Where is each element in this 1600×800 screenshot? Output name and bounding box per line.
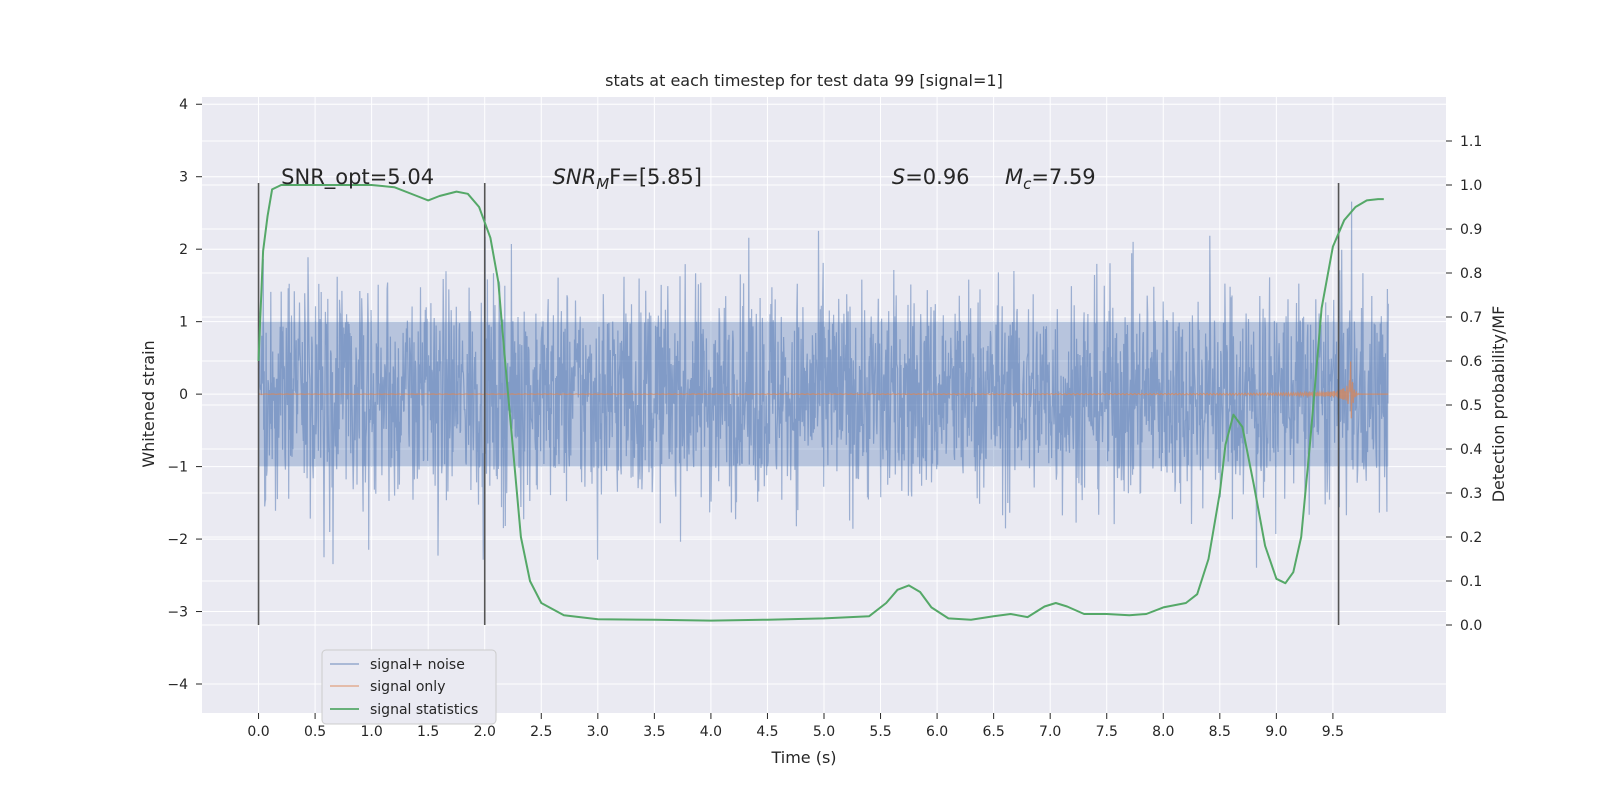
x-tick-label: 6.5 — [983, 724, 1005, 740]
x-tick-label: 5.5 — [869, 724, 891, 740]
x-tick-label: 0.0 — [247, 724, 269, 740]
annotation: Mc=7.59 — [1005, 165, 1096, 193]
statistics-line — [257, 184, 1384, 622]
y-tick-label: −1 — [167, 460, 188, 476]
y-tick-label: −2 — [167, 532, 188, 548]
y2-tick-label: 0.0 — [1460, 618, 1482, 634]
y2-tick-label: 0.9 — [1460, 222, 1482, 238]
signal-trace — [258, 361, 1389, 419]
legend-frame — [321, 649, 497, 725]
x-tick-label: 7.0 — [1039, 724, 1061, 740]
y-axis-ticks: −4 −3 −2 −1 0 1 2 3 4 — [167, 97, 202, 693]
annotations: SNR_opt=5.04 SNRMF=[5.85] S=0.96 Mc=7.59 — [281, 165, 1096, 193]
legend: signal+ noise signal only signal statist… — [321, 649, 497, 725]
y2-tick-label: 1.0 — [1460, 178, 1482, 194]
annotation: SNRMF=[5.85] — [553, 165, 702, 193]
y-tick-label: 3 — [179, 170, 188, 186]
y2-tick-label: 0.5 — [1460, 398, 1482, 414]
y2-tick-label: 0.8 — [1460, 266, 1482, 282]
y2-tick-label: 0.3 — [1460, 486, 1482, 502]
x-tick-label: 6.0 — [926, 724, 948, 740]
y-tick-label: 2 — [179, 242, 188, 258]
x-axis-label: Time (s) — [770, 748, 836, 767]
annotation: SNR_opt=5.04 — [281, 165, 434, 190]
x-tick-label: 2.0 — [474, 724, 496, 740]
y2-axis-label: Detection probability/MF — [1489, 306, 1508, 503]
y2-tick-label: 0.1 — [1460, 574, 1482, 590]
y2-tick-label: 0.7 — [1460, 310, 1482, 326]
annotation: S=0.96 — [892, 165, 970, 189]
x-tick-label: 1.5 — [417, 724, 439, 740]
y-tick-label: 4 — [179, 97, 188, 113]
chart-title: stats at each timestep for test data 99 … — [605, 71, 1003, 90]
series-signal-statistics — [257, 184, 1384, 622]
y-axis-label: Whitened strain — [139, 340, 158, 467]
x-axis-ticks: 0.0 0.5 1.0 1.5 2.0 2.5 3.0 3.5 4.0 4.5 5.0 5.5 6.0 6… — [247, 713, 1344, 740]
x-tick-label: 3.5 — [643, 724, 665, 740]
x-tick-label: 4.0 — [700, 724, 722, 740]
x-tick-label: 8.5 — [1209, 724, 1231, 740]
x-tick-label: 2.5 — [530, 724, 552, 740]
y2-tick-label: 1.1 — [1460, 134, 1482, 150]
y-tick-label: −3 — [167, 605, 188, 621]
legend-label-statistics: signal statistics — [370, 702, 478, 718]
y2-tick-label: 0.4 — [1460, 442, 1482, 458]
x-tick-label: 4.5 — [756, 724, 778, 740]
y2-tick-label: 0.2 — [1460, 530, 1482, 546]
noise-trace — [257, 201, 1389, 568]
y2-tick-label: 0.6 — [1460, 354, 1482, 370]
series-signal-only — [258, 361, 1389, 419]
x-tick-label: 9.5 — [1322, 724, 1344, 740]
x-tick-label: 1.0 — [361, 724, 383, 740]
y2-axis-ticks: 0.0 0.1 0.2 0.3 0.4 0.5 0.6 0.7 0.8 0.9 1.0 1.1 — [1446, 134, 1482, 634]
legend-label-signal: signal only — [370, 679, 445, 695]
y-tick-label: 1 — [179, 315, 188, 331]
legend-label-noise: signal+ noise — [370, 657, 465, 673]
x-tick-label: 0.5 — [304, 724, 326, 740]
marker-lines — [257, 183, 1340, 625]
x-tick-label: 7.5 — [1096, 724, 1118, 740]
y-tick-label: −4 — [167, 677, 188, 693]
x-tick-label: 9.0 — [1265, 724, 1287, 740]
x-tick-label: 5.0 — [813, 724, 835, 740]
x-tick-label: 3.0 — [587, 724, 609, 740]
y-tick-label: 0 — [179, 387, 188, 403]
x-tick-label: 8.0 — [1152, 724, 1174, 740]
